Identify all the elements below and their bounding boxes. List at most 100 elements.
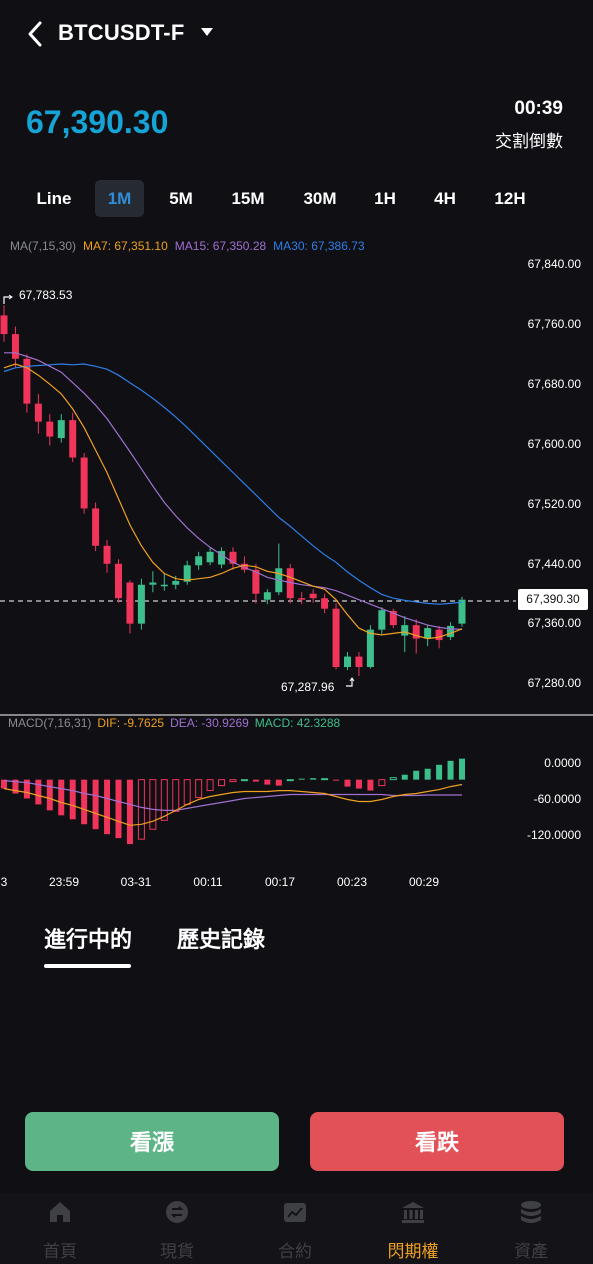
coins-icon	[521, 1201, 541, 1223]
home-icon	[50, 1202, 70, 1222]
candle-body	[298, 598, 306, 600]
active-tab-underline	[44, 964, 131, 968]
macd-bar	[126, 779, 133, 845]
back-icon[interactable]	[24, 20, 48, 48]
macd-bar	[424, 768, 431, 780]
macd-bar	[58, 779, 65, 816]
ma7-value: MA7: 67,351.10	[83, 239, 168, 253]
macd-bar	[23, 779, 30, 799]
candle-body	[252, 569, 260, 594]
macd-bar	[459, 758, 465, 780]
dea-line	[3, 780, 462, 811]
ma7-line	[3, 363, 463, 640]
kline-chart[interactable]	[0, 228, 593, 900]
macd-bar	[298, 778, 305, 780]
candle-body	[309, 593, 317, 599]
tab-in-progress[interactable]: 進行中的	[44, 927, 133, 952]
tab-15m[interactable]: 15M	[231, 189, 265, 208]
macd-bar	[310, 778, 317, 780]
tab-4h[interactable]: 4H	[434, 189, 456, 208]
tab-5m[interactable]: 5M	[169, 189, 193, 208]
tab-1h[interactable]: 1H	[374, 189, 396, 208]
nav-spot[interactable]: 現貨	[118, 1193, 236, 1264]
dea-value: DEA: -30.9269	[170, 716, 249, 730]
ma15-line	[4, 352, 463, 630]
dif-value: DIF: -9.7625	[97, 716, 165, 730]
caret-down-icon[interactable]	[200, 26, 214, 38]
candle-body	[332, 608, 340, 668]
macd-bar	[447, 760, 454, 780]
nav-label: 現貨	[160, 1242, 194, 1261]
put-button[interactable]: 看跌	[310, 1112, 564, 1171]
nav-label: 合約	[278, 1242, 312, 1261]
timeframe-tabs: Line 1M 5M 15M 30M 1H 4H 12H	[0, 180, 593, 218]
macd-bar	[137, 779, 145, 840]
high-marker-icon	[3, 294, 13, 304]
macd-bar	[160, 779, 168, 821]
candle-body	[115, 563, 122, 599]
exchange-icon	[166, 1201, 188, 1223]
macd-bar	[344, 779, 351, 787]
macd-bar	[69, 779, 76, 820]
candle-body	[424, 628, 432, 639]
macd-bar	[401, 774, 408, 780]
macd-bar	[229, 779, 237, 783]
time-tick: 00:23	[336, 875, 368, 889]
macd-bar	[436, 764, 443, 780]
candle-body	[195, 556, 203, 566]
macd-bar	[286, 779, 294, 782]
price-tick: 67,760.00	[527, 317, 581, 331]
candle-body	[389, 610, 397, 626]
tab-line[interactable]: Line	[36, 189, 72, 208]
tab-history[interactable]: 歷史記錄	[177, 927, 266, 952]
tab-1m[interactable]: 1M	[95, 180, 144, 217]
tab-30m[interactable]: 30M	[303, 189, 337, 208]
candle-body	[263, 592, 271, 600]
macd-bar	[275, 779, 282, 786]
header: BTCUSDT-F	[0, 0, 593, 70]
macd-bar	[35, 779, 42, 805]
call-button[interactable]: 看漲	[25, 1112, 279, 1171]
candle-body	[172, 580, 180, 585]
macd-bar	[206, 779, 214, 792]
candle-body	[401, 625, 409, 636]
macd-bar	[46, 779, 53, 811]
tab-12h[interactable]: 12H	[494, 189, 526, 208]
low-marker-icon	[346, 677, 355, 687]
macd-bar	[389, 777, 397, 781]
macd-histogram	[1, 758, 465, 845]
candle-body	[149, 582, 157, 585]
price-tick: 67,360.00	[527, 616, 581, 630]
nav-assets[interactable]: 資產	[472, 1193, 590, 1264]
macd-bar	[321, 778, 329, 781]
nav-home[interactable]: 首頁	[1, 1193, 119, 1264]
candle-body	[321, 598, 329, 609]
time-tick: 23:59	[48, 875, 80, 889]
macd-bar	[12, 779, 19, 794]
macd-bar	[183, 779, 191, 805]
macd-bar	[252, 779, 259, 782]
ma30-value: MA30: 67,386.73	[273, 239, 365, 253]
candle-body	[412, 625, 420, 639]
candle-body	[34, 403, 42, 422]
macd-bar	[172, 779, 180, 812]
dif-line	[3, 783, 463, 826]
macd-bar	[218, 779, 226, 787]
macd-bar	[378, 779, 386, 787]
macd-tick: -60.0000	[533, 792, 581, 806]
nav-contract[interactable]: 合約	[236, 1193, 354, 1264]
macd-bar	[115, 779, 122, 839]
macd-bar	[333, 779, 340, 781]
candle-body	[69, 420, 77, 458]
nav-flash-options[interactable]: 閃期權	[354, 1193, 472, 1264]
macd-bar	[195, 779, 203, 798]
pair-title[interactable]: BTCUSDT-F	[58, 20, 185, 45]
macd-bar	[104, 779, 111, 835]
candle-body	[366, 629, 374, 668]
macd-tick: -120.0000	[526, 828, 581, 842]
nav-label: 首頁	[43, 1242, 77, 1261]
bank-icon	[402, 1202, 424, 1223]
price-tick: 67,280.00	[527, 676, 581, 690]
candle-body	[46, 421, 54, 437]
candle-body	[229, 551, 237, 564]
